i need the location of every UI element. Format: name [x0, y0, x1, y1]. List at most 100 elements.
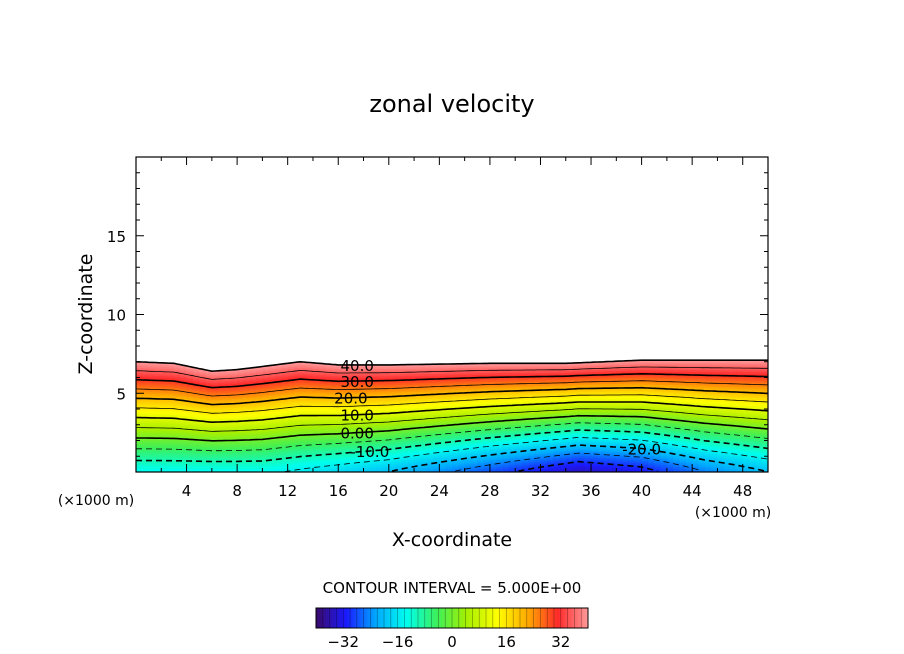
field-cell: [148, 389, 156, 393]
field-cell: [496, 406, 504, 410]
field-cell: [401, 375, 409, 378]
field-cell: [616, 368, 624, 371]
field-cell: [439, 367, 447, 371]
field-cell: [312, 455, 320, 459]
field-cell: [186, 436, 194, 440]
field-cell: [180, 466, 188, 470]
field-cell: [496, 403, 504, 406]
field-cell: [508, 426, 516, 430]
field-cell: [205, 466, 213, 470]
field-cell: [287, 372, 295, 375]
field-cell: [142, 435, 150, 438]
field-cell: [540, 430, 548, 433]
field-cell: [553, 470, 561, 472]
field-cell: [363, 398, 371, 402]
field-cell: [546, 381, 554, 384]
field-cell: [230, 378, 238, 381]
field-cell: [331, 457, 339, 461]
field-cell: [445, 385, 453, 388]
field-cell: [641, 369, 649, 372]
field-cell: [243, 423, 251, 426]
field-cell: [199, 389, 207, 393]
field-cell: [647, 367, 655, 371]
field-cell: [180, 415, 188, 418]
field-cell: [407, 364, 415, 367]
field-cell: [660, 444, 668, 447]
field-cell: [331, 384, 339, 387]
field-cell: [161, 421, 169, 424]
field-cell: [224, 410, 232, 414]
field-cell: [154, 399, 162, 402]
field-cell: [325, 409, 333, 412]
field-cell: [262, 376, 270, 380]
field-cell: [350, 407, 358, 411]
field-cell: [540, 435, 548, 439]
field-cell: [603, 394, 611, 398]
field-cell: [433, 414, 440, 417]
field-cell: [350, 450, 358, 453]
field-cell: [136, 420, 143, 424]
field-cell: [357, 461, 365, 464]
field-cell: [275, 405, 282, 409]
field-cell: [218, 428, 226, 431]
field-cell: [591, 459, 598, 462]
field-cell: [470, 397, 478, 401]
field-cell: [205, 461, 213, 465]
field-cell: [369, 422, 377, 425]
field-cell: [578, 415, 586, 418]
field-cell: [515, 437, 523, 440]
field-cell: [622, 442, 630, 445]
field-cell: [654, 419, 662, 423]
field-cell: [382, 466, 390, 470]
field-cell: [388, 382, 396, 386]
field-cell: [142, 468, 150, 471]
field-cell: [508, 424, 516, 428]
field-cell: [401, 434, 409, 437]
field-cell: [572, 375, 579, 379]
field-cell: [420, 448, 428, 452]
field-cell: [508, 366, 516, 370]
field-cell: [647, 458, 655, 462]
field-cell: [382, 398, 390, 402]
field-cell: [508, 403, 516, 406]
field-cell: [306, 435, 314, 438]
field-cell: [540, 464, 548, 468]
field-cell: [350, 373, 358, 377]
field-cell: [357, 434, 365, 437]
field-cell: [420, 441, 428, 444]
field-cell: [199, 381, 207, 384]
field-cell: [287, 455, 295, 459]
field-cell: [243, 390, 251, 394]
field-cell: [300, 398, 308, 402]
field-cell: [445, 426, 453, 430]
field-cell: [534, 372, 542, 375]
field-cell: [496, 450, 504, 453]
field-cell: [572, 457, 579, 460]
field-cell: [597, 453, 605, 457]
field-cell: [192, 374, 200, 378]
field-cell: [230, 408, 238, 412]
field-cell: [628, 457, 636, 460]
field-cell: [641, 460, 649, 464]
field-cell: [237, 422, 245, 425]
field-cell: [388, 414, 396, 418]
field-cell: [515, 435, 523, 439]
field-cell: [464, 379, 472, 383]
field-cell: [268, 438, 276, 441]
field-cell: [502, 466, 510, 469]
field-cell: [622, 390, 630, 393]
field-cell: [395, 436, 403, 439]
field-cell: [426, 407, 434, 410]
field-cell: [136, 383, 143, 387]
field-cell: [161, 386, 169, 389]
field-cell: [401, 441, 409, 444]
field-cell: [414, 391, 421, 394]
field-cell: [489, 433, 497, 437]
field-cell: [363, 418, 371, 421]
field-cell: [647, 369, 655, 372]
field-cell: [325, 455, 333, 459]
field-cell: [426, 394, 434, 398]
field-cell: [281, 453, 289, 457]
field-cell: [199, 374, 207, 377]
field-cell: [376, 461, 384, 464]
